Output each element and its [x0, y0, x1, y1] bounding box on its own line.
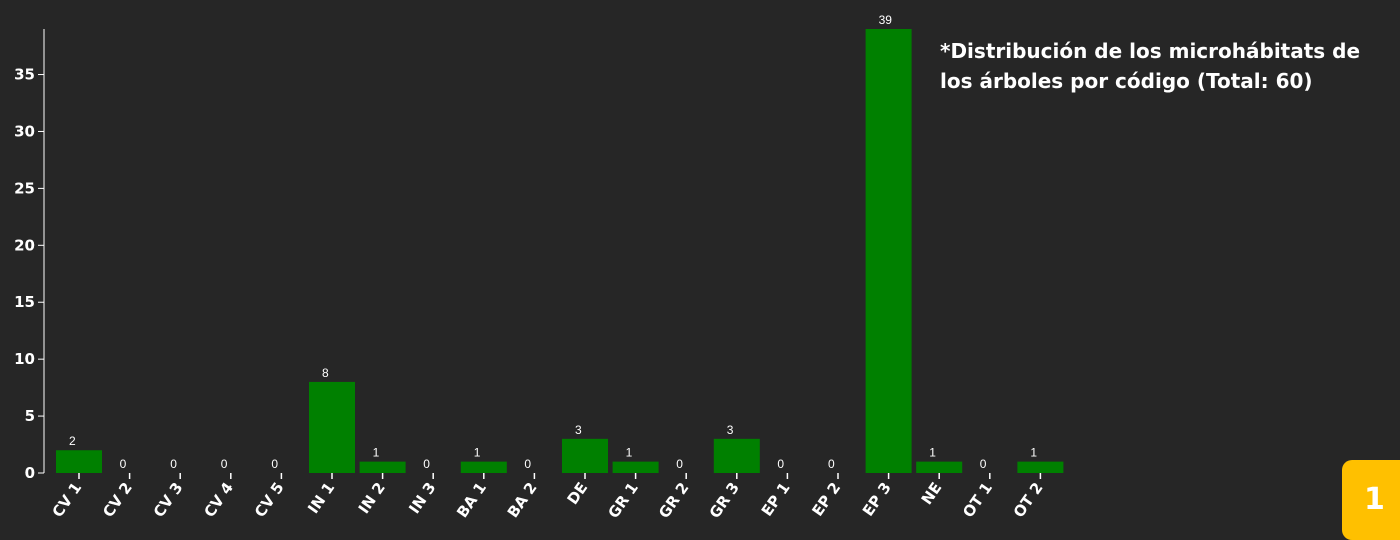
bar [713, 438, 760, 473]
page-number-badge: 1 [1342, 460, 1400, 540]
data-label: 0 [828, 457, 835, 471]
data-label: 1 [1030, 446, 1037, 460]
x-tick-label: BA 2 [504, 479, 541, 521]
x-tick-label: IN 2 [355, 479, 389, 517]
x-tick-label: BA 1 [453, 479, 490, 521]
x-tick-label: CV 5 [251, 479, 288, 521]
data-label: 0 [777, 457, 784, 471]
y-tick-label: 5 [25, 407, 35, 425]
y-tick-label: 0 [25, 464, 35, 482]
bar [460, 461, 507, 473]
data-label: 3 [575, 423, 582, 437]
x-tick-label: DE [564, 479, 592, 508]
x-tick-label: CV 2 [99, 479, 136, 521]
data-label: 0 [120, 457, 127, 471]
bar [562, 438, 608, 473]
x-tick-label: GR 2 [655, 479, 692, 522]
bar [1017, 461, 1064, 473]
data-label: 0 [221, 457, 228, 471]
data-label: 8 [322, 366, 329, 380]
y-tick-label: 10 [14, 350, 35, 368]
data-label: 0 [170, 457, 177, 471]
y-tick-label: 30 [14, 122, 35, 140]
x-tick-label: IN 3 [405, 479, 439, 517]
data-label: 0 [676, 457, 683, 471]
x-tick-label: EP 2 [808, 479, 844, 520]
bar [916, 461, 963, 473]
x-tick-label: EP 3 [859, 479, 895, 520]
data-label: 0 [980, 457, 987, 471]
x-tick-label: GR 1 [604, 479, 641, 522]
x-tick-label: OT 1 [959, 479, 996, 521]
y-tick-label: 20 [14, 236, 35, 254]
data-label: 1 [626, 446, 633, 460]
bar [359, 461, 406, 473]
data-label: 0 [271, 457, 278, 471]
x-tick-label: IN 1 [304, 479, 338, 517]
data-label: 1 [373, 446, 380, 460]
x-tick-label: CV 4 [200, 479, 237, 521]
x-tick-label: CV 1 [49, 479, 86, 521]
bar [612, 461, 659, 473]
chart-title: *Distribución de los microhábitats de lo… [940, 39, 1361, 93]
page-number: 1 [1364, 482, 1385, 517]
bar [865, 29, 912, 473]
data-label: 39 [879, 13, 893, 27]
data-label: 0 [524, 457, 531, 471]
data-label: 1 [474, 446, 481, 460]
y-tick-label: 35 [14, 66, 35, 84]
x-tick-label: NE [918, 479, 946, 508]
y-tick-label: 25 [14, 179, 35, 197]
x-tick-label: GR 3 [706, 479, 743, 522]
x-tick-label: OT 2 [1010, 479, 1047, 521]
x-tick-label: EP 1 [758, 479, 794, 520]
bar [309, 381, 355, 473]
y-tick-label: 15 [14, 293, 35, 311]
data-label: 0 [423, 457, 430, 471]
data-label: 1 [929, 446, 936, 460]
bar [56, 450, 102, 473]
data-label: 3 [727, 423, 734, 437]
data-label: 2 [69, 434, 76, 448]
x-tick-label: CV 3 [150, 479, 187, 521]
